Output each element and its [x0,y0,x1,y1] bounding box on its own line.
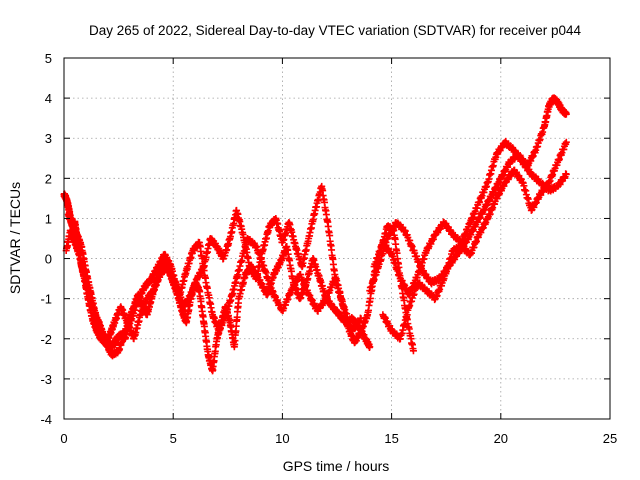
y-tick-label: 1 [45,211,52,226]
x-tick-label: 10 [275,431,289,446]
series-3 [62,226,365,348]
y-tick-label: 0 [45,252,52,267]
x-tick-label: 20 [494,431,508,446]
y-tick-label: -1 [40,292,52,307]
grid [64,58,610,419]
y-tick-label: -3 [40,372,52,387]
y-tick-label: 3 [45,131,52,146]
data-point [562,170,570,178]
plot-frame [63,57,611,420]
data-point [562,110,570,118]
data-point [562,138,570,146]
series-5 [370,137,570,299]
y-tick-label: -2 [40,332,52,347]
data-point [366,343,374,351]
series-6 [379,138,570,343]
axis-ticks: 0 5 10 15 20 25 -4 -3 -2 -1 0 1 2 3 4 5 [40,51,617,446]
x-tick-label: 25 [603,431,617,446]
y-tick-label: -4 [40,412,52,427]
y-axis-label: SDTVAR / TECUs [7,182,23,294]
plot-area [60,94,570,375]
x-axis-label: GPS time / hours [283,458,390,474]
y-tick-label: 4 [45,91,52,106]
y-tick-label: 5 [45,51,52,66]
data-point [357,315,365,323]
x-tick-label: 5 [170,431,177,446]
data-point [409,347,417,355]
chart-title: Day 265 of 2022, Sidereal Day-to-day VTE… [89,23,581,38]
x-tick-label: 15 [384,431,398,446]
y-tick-label: 2 [45,171,52,186]
x-tick-label: 0 [60,431,67,446]
